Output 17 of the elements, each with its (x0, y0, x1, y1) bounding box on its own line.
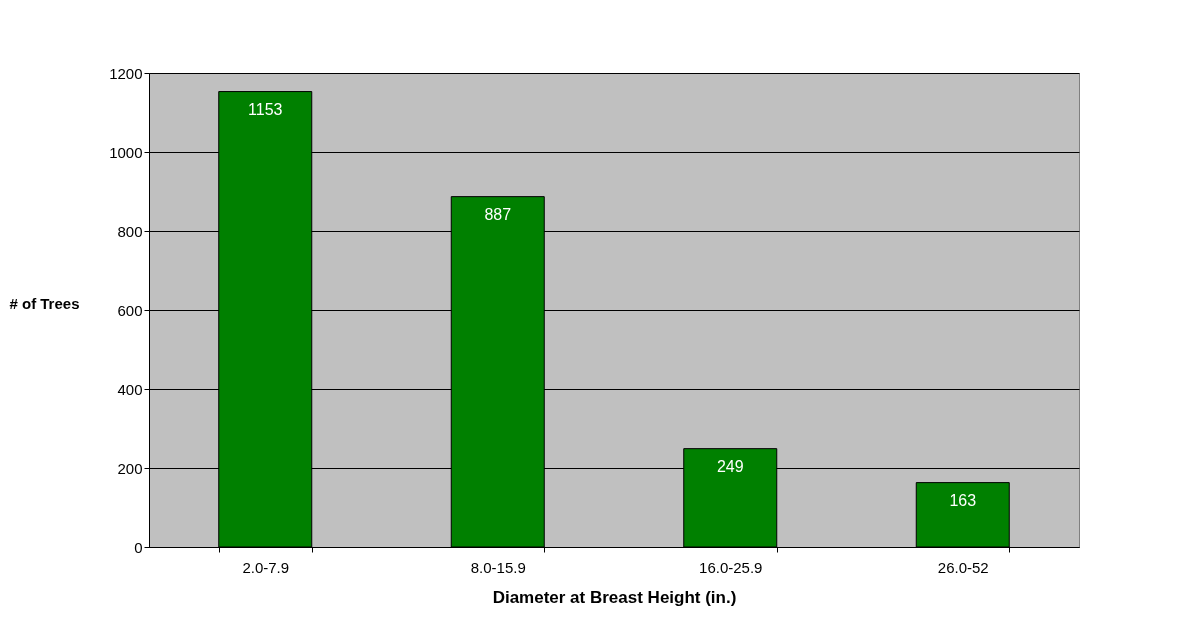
data-label: 163 (949, 491, 977, 509)
y-tick-label: 200 (117, 459, 143, 477)
x-tick-label: 2.0-7.9 (242, 558, 290, 576)
x-tick-label: 26.0-52 (937, 558, 989, 576)
data-label: 1153 (248, 100, 283, 118)
y-axis-title: # of Trees (9, 294, 80, 312)
data-label: 249 (716, 457, 744, 475)
x-tick-label: 8.0-15.9 (470, 558, 526, 576)
x-axis-title: Diameter at Breast Height (in.) (492, 587, 737, 607)
data-label: 887 (484, 205, 512, 223)
y-tick-label: 0 (134, 538, 143, 556)
y-tick-label: 600 (117, 301, 143, 319)
x-tick-label: 16.0-25.9 (699, 558, 763, 576)
y-tick-label: 400 (117, 380, 143, 398)
y-tick-label: 800 (117, 222, 143, 240)
y-tick-label: 1000 (109, 143, 143, 161)
y-tick-label: 1200 (109, 64, 143, 82)
